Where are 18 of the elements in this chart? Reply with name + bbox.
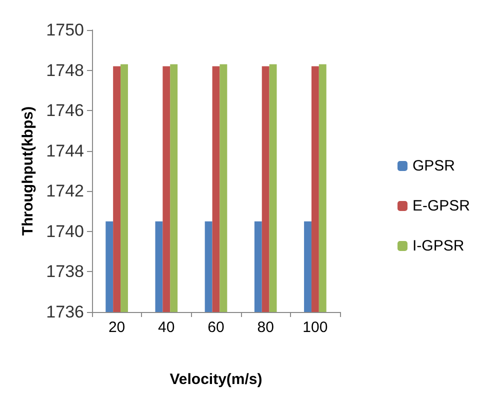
legend-label: GPSR — [412, 158, 456, 174]
y-tick-label: 1736 — [46, 302, 84, 322]
y-tick-label: 1744 — [46, 141, 84, 160]
legend-label: E-GPSR — [412, 198, 470, 214]
x-axis-title: Velocity(m/s) — [170, 371, 262, 388]
y-tick-label: 1738 — [46, 262, 84, 282]
y-tick-label: 1748 — [46, 60, 84, 80]
x-tick-label: 100 — [302, 319, 328, 336]
x-tick-label: 20 — [108, 319, 126, 336]
legend-label: I-GPSR — [412, 238, 464, 254]
y-tick-label: 1750 — [46, 20, 84, 40]
y-tick-label: 1740 — [46, 222, 84, 241]
y-tick-label: 1746 — [46, 101, 84, 120]
x-tick-label: 80 — [257, 319, 274, 336]
x-tick-label: 40 — [158, 319, 175, 336]
y-axis-title: Throughput(kbps) — [19, 106, 36, 236]
x-tick-label: 60 — [208, 319, 224, 336]
y-tick-label: 1742 — [46, 182, 84, 201]
